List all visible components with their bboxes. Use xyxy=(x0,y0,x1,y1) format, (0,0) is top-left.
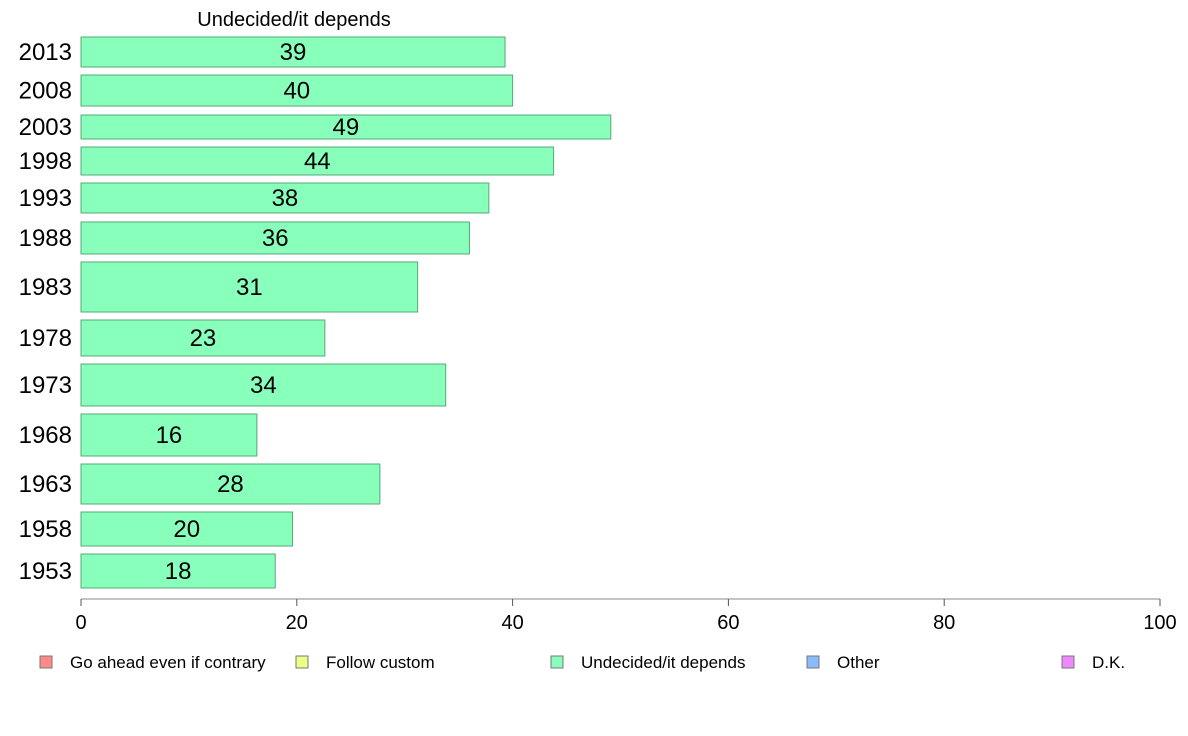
y-tick-label: 1973 xyxy=(19,372,72,399)
legend-label: Follow custom xyxy=(326,653,435,672)
bar xyxy=(80,261,419,313)
bar xyxy=(80,221,470,255)
y-tick-label: 1998 xyxy=(19,148,72,175)
x-axis: 0 20 40 60 80 100 xyxy=(75,598,1177,634)
legend: Go ahead even if contrary Follow custom Un… xyxy=(39,653,1125,672)
legend-swatch xyxy=(550,655,564,669)
x-tick-label: 0 xyxy=(75,612,86,634)
x-tick-label: 40 xyxy=(501,612,523,634)
y-tick-label: 2008 xyxy=(19,78,72,105)
x-tick-label: 60 xyxy=(717,612,739,634)
y-tick-label: 1968 xyxy=(19,422,72,449)
bar xyxy=(80,319,326,357)
bar-value-label: 16 xyxy=(156,422,183,449)
bars-group: 2013 39 2008 40 2003 49 1998 44 1993 38 1988 36 1983… xyxy=(19,36,612,589)
chart-title: Undecided/it depends xyxy=(197,9,390,31)
bar-value-label: 20 xyxy=(173,516,200,543)
bar xyxy=(80,36,506,68)
legend-swatch xyxy=(1061,655,1075,669)
bar-value-label: 36 xyxy=(262,225,289,252)
y-tick-label: 1958 xyxy=(19,516,72,543)
y-tick-label: 1983 xyxy=(19,274,72,301)
bar xyxy=(80,463,381,505)
y-tick-label: 1963 xyxy=(19,471,72,498)
bar-value-label: 49 xyxy=(333,114,360,141)
x-tick-label: 80 xyxy=(933,612,955,634)
bar-value-label: 18 xyxy=(165,558,192,585)
x-tick-label: 100 xyxy=(1143,612,1176,634)
bar-value-label: 23 xyxy=(190,325,217,352)
y-tick-label: 1993 xyxy=(19,185,72,212)
legend-label: Other xyxy=(837,653,880,672)
bar xyxy=(80,363,447,407)
legend-swatch xyxy=(806,655,820,669)
y-tick-label: 1953 xyxy=(19,558,72,585)
legend-swatch xyxy=(295,655,309,669)
bar-value-label: 40 xyxy=(283,78,310,105)
bar-value-label: 39 xyxy=(280,39,307,66)
y-tick-label: 1978 xyxy=(19,325,72,352)
y-tick-label: 2003 xyxy=(19,114,72,141)
bar-value-label: 31 xyxy=(236,274,263,301)
bar xyxy=(80,146,555,176)
bar-value-label: 28 xyxy=(217,471,244,498)
bar-value-label: 44 xyxy=(304,148,331,175)
x-tick-label: 20 xyxy=(286,612,308,634)
bar xyxy=(80,413,258,457)
bar xyxy=(80,74,514,107)
bar xyxy=(80,182,490,214)
bar xyxy=(80,114,612,140)
bar-value-label: 38 xyxy=(272,185,299,212)
legend-label: Undecided/it depends xyxy=(581,653,745,672)
legend-swatch xyxy=(39,655,53,669)
bar xyxy=(80,553,276,589)
bar-value-label: 34 xyxy=(250,372,277,399)
y-tick-label: 2013 xyxy=(19,39,72,66)
legend-label: Go ahead even if contrary xyxy=(70,653,266,672)
y-tick-label: 1988 xyxy=(19,225,72,252)
bar xyxy=(80,511,293,547)
legend-label: D.K. xyxy=(1092,653,1125,672)
